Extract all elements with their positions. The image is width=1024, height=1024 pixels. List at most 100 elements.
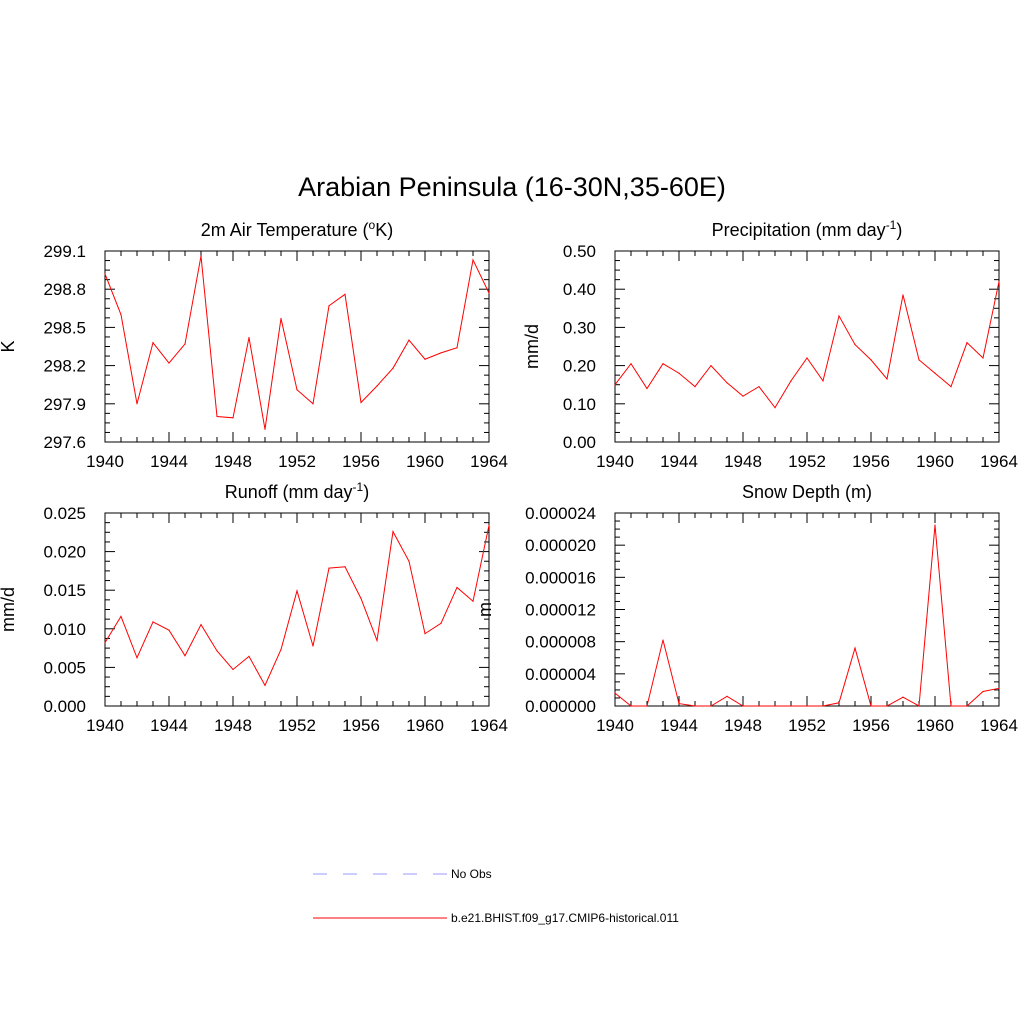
chart-3-ytick-label: 0.000016 <box>525 568 596 587</box>
chart-0-series-0-point <box>312 403 314 405</box>
chart-3-xtick-label: 1940 <box>596 716 634 735</box>
chart-1-series-0-point <box>918 359 920 361</box>
chart-1-xtick-label: 1956 <box>852 452 890 471</box>
chart-2-ytick-label: 0.010 <box>43 620 86 639</box>
chart-0-xtick-label: 1956 <box>342 452 380 471</box>
chart-3-series-0-point <box>950 705 952 707</box>
chart-1-series-0-point <box>630 363 632 365</box>
chart-0-series-0-point <box>440 352 442 354</box>
chart-0-series-0-line <box>104 256 490 430</box>
chart-3-series-0-point <box>678 702 680 705</box>
legend-label-no-obs: No Obs <box>451 867 492 881</box>
chart-1-xtick-label: 1952 <box>788 452 826 471</box>
chart-3-xtick-label: 1964 <box>980 716 1018 735</box>
chart-2-series-0-point <box>248 655 250 657</box>
chart-1-series-0-point <box>838 315 840 317</box>
chart-1-series-0-point <box>662 363 664 365</box>
chart-1-ytick-label: 0.00 <box>563 433 596 452</box>
chart-3-series-0-point <box>742 705 744 707</box>
chart-1-ylabel: mm/d <box>522 324 542 369</box>
chart-0-series-0-point <box>344 293 346 295</box>
chart-1-xtick-label: 1940 <box>596 452 634 471</box>
chart-1-series-0-point <box>790 380 792 382</box>
chart-2-title-suffix: ) <box>363 482 369 502</box>
chart-2-ytick-label: 0.015 <box>43 581 86 600</box>
chart-1-series-0-point <box>822 380 824 382</box>
chart-3-series-0-point <box>790 705 792 707</box>
chart-3-series-0-point <box>982 690 984 693</box>
chart-2-series-0-point <box>280 648 282 651</box>
chart-3-series-0-point <box>998 687 1000 689</box>
chart-2-ytick-label: 0.005 <box>43 658 86 677</box>
chart-3-series-0-point <box>966 705 968 707</box>
chart-0-xtick-label: 1948 <box>214 452 252 471</box>
chart-3-ytick-label: 0.000024 <box>525 504 596 523</box>
chart-3-series-0-point <box>694 705 696 707</box>
chart-0-series-0-point <box>216 415 218 418</box>
chart-0-series-0-point <box>248 336 250 339</box>
chart-2-title: Runoff (mm day-1) <box>225 480 369 502</box>
chart-2-frame <box>104 512 490 707</box>
chart-3-series-0-point <box>934 524 936 526</box>
chart-2-series-0-point <box>344 566 346 568</box>
chart-0-ytick-label: 298.2 <box>43 357 86 376</box>
chart-1-series-0-point <box>934 372 936 374</box>
chart-0-series-0-point <box>232 417 234 419</box>
chart-0-title: 2m Air Temperature (oK) <box>201 218 393 240</box>
chart-2-series-0-point <box>424 633 426 635</box>
chart-2-ytick-label: 0.000 <box>43 697 86 716</box>
chart-2-series-0-point <box>136 657 138 659</box>
chart-3-ytick-label: 0.000020 <box>525 536 596 555</box>
chart-1-series-0-point <box>806 357 808 359</box>
chart-2-series-0-point <box>456 586 458 589</box>
chart-1-series-0-point <box>902 294 904 296</box>
chart-0-series-0-point <box>392 367 394 369</box>
chart-1-title: Precipitation (mm day-1) <box>712 218 903 240</box>
chart-1-series-0-point <box>966 342 968 344</box>
chart-1-series-0-point <box>758 386 760 388</box>
panel-snow-depth: Snow Depth (m) m 1940 1944 1948 1952 1956 1960 1… <box>475 482 1018 735</box>
panel-air-temperature: 2m Air Temperature (oK) K 1940 1944 1948 1952… <box>0 218 508 471</box>
chart-3-series-0-point <box>806 705 808 707</box>
chart-0-xtick-label: 1944 <box>150 452 188 471</box>
chart-2-xtick-label: 1956 <box>342 716 380 735</box>
chart-3-title: Snow Depth (m) <box>742 482 872 502</box>
chart-2-ytick-label: 0.025 <box>43 504 86 523</box>
chart-2-xtick-label: 1948 <box>214 716 252 735</box>
chart-2-series-0-point <box>216 650 218 652</box>
chart-2-series-0-point <box>232 668 234 671</box>
chart-2-series-0-point <box>312 645 314 647</box>
chart-1-series-0-point <box>870 359 872 361</box>
chart-3-series-0-point <box>662 639 664 641</box>
chart-1-ytick-label: 0.40 <box>563 280 596 299</box>
panel-precipitation: Precipitation (mm day-1) mm/d 1940 1944 1948… <box>522 218 1018 471</box>
chart-2-series-0-point <box>360 597 362 600</box>
chart-3-ytick-label: 0.000012 <box>525 601 596 620</box>
chart-2-xtick-label: 1960 <box>406 716 444 735</box>
chart-2-xtick-label: 1940 <box>86 716 124 735</box>
chart-3-series-0-point <box>918 705 920 707</box>
chart-1-xtick-label: 1948 <box>724 452 762 471</box>
legend-label-model: b.e21.BHIST.f09_g17.CMIP6-historical.011 <box>451 911 679 925</box>
chart-0-series-0-point <box>488 292 490 294</box>
chart-2-series-0-line <box>104 525 490 687</box>
chart-3-series-0-point <box>726 695 728 697</box>
chart-2-ytick-label: 0.020 <box>43 543 86 562</box>
chart-1-series-0-point <box>950 386 952 388</box>
chart-1-title-suffix: ) <box>896 220 902 240</box>
chart-2-series-0-point <box>152 621 154 623</box>
chart-1-xtick-label: 1960 <box>916 452 954 471</box>
chart-1-series-0-line <box>614 281 1000 409</box>
chart-0-ytick-label: 299.1 <box>43 242 86 261</box>
chart-0-series-0-point <box>136 403 138 405</box>
chart-2-series-0-point <box>328 567 330 569</box>
chart-1-ytick-label: 0.20 <box>563 357 596 376</box>
chart-1-series-0-point <box>742 395 744 397</box>
chart-3-series-0-point <box>854 647 856 649</box>
chart-3-series-0-point <box>758 705 760 707</box>
chart-1-series-0-point <box>646 387 648 390</box>
chart-3-ylabel: m <box>475 602 495 617</box>
chart-2-ylabel: mm/d <box>0 587 18 632</box>
chart-0-series-0-point <box>424 358 426 360</box>
